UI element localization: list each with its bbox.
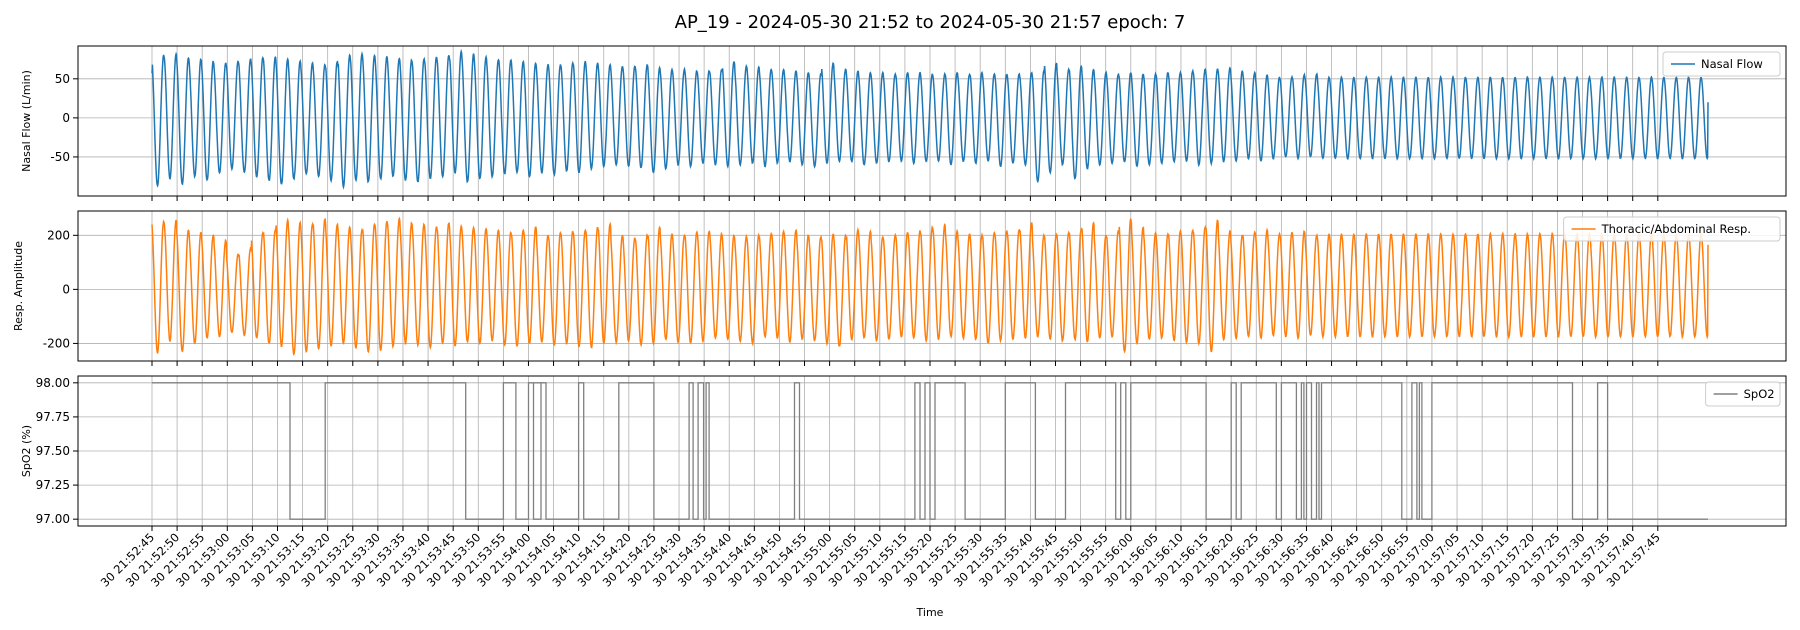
- y-tick-label: 50: [55, 72, 70, 86]
- x-axis-label: Time: [916, 606, 944, 619]
- figure-title: AP_19 - 2024-05-30 21:52 to 2024-05-30 2…: [675, 12, 1186, 33]
- legend-box: [1662, 51, 1781, 77]
- panel-2: -200 0 200 Resp. Amplitude Thoracic/Abdomina…: [12, 210, 1787, 366]
- legend-label: SpO2: [1744, 387, 1775, 401]
- y-tick-label: -50: [50, 150, 70, 164]
- y-tick-label: 97.75: [36, 410, 70, 424]
- y-axis-label: Nasal Flow (L/min): [20, 70, 33, 172]
- legend-label: Nasal Flow: [1701, 57, 1763, 71]
- y-tick-label: 200: [47, 228, 70, 242]
- legend-box: [1563, 216, 1781, 242]
- y-tick-label: 97.25: [36, 478, 70, 492]
- axes-frame: [77, 375, 1787, 527]
- legend-label: Thoracic/Abdominal Resp.: [1601, 222, 1751, 236]
- y-tick-label: 97.00: [36, 512, 70, 526]
- y-tick-label: 0: [62, 111, 70, 125]
- y-tick-label: 97.50: [36, 444, 70, 458]
- legend: Nasal Flow: [1662, 51, 1781, 77]
- panel-1: -50 0 50 Nasal Flow (L/min) Nasal Flow: [20, 45, 1787, 201]
- y-tick-label: -200: [43, 336, 70, 350]
- series-line: [151, 48, 1709, 190]
- series-line: [151, 216, 1709, 356]
- legend: SpO2: [1705, 381, 1781, 407]
- panel-3: 97.00 97.25 97.50 97.75 98.00 SpO2 (%) SpO2: [20, 375, 1787, 531]
- y-axis-label: SpO2 (%): [20, 425, 33, 477]
- y-axis-label: Resp. Amplitude: [12, 241, 25, 331]
- y-tick-label: 0: [62, 282, 70, 296]
- axes-frame: [77, 210, 1787, 362]
- legend: Thoracic/Abdominal Resp.: [1563, 216, 1781, 242]
- series-line: [152, 382, 1708, 520]
- grid: [78, 376, 1786, 526]
- axes-frame: [77, 45, 1787, 197]
- legend-box: [1705, 381, 1781, 407]
- y-tick-label: 98.00: [36, 376, 70, 390]
